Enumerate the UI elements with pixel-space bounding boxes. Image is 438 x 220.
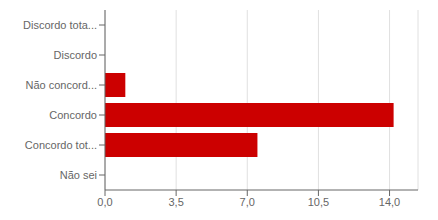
svg-text:10,5: 10,5 xyxy=(308,196,329,208)
svg-text:Discordo tota...: Discordo tota... xyxy=(23,19,97,31)
svg-text:Não concord...: Não concord... xyxy=(25,79,97,91)
svg-text:Não sei: Não sei xyxy=(60,169,97,181)
svg-text:3,5: 3,5 xyxy=(168,196,183,208)
svg-text:0,0: 0,0 xyxy=(97,196,112,208)
svg-text:14,0: 14,0 xyxy=(379,196,400,208)
svg-text:7,0: 7,0 xyxy=(240,196,255,208)
svg-text:Discordo: Discordo xyxy=(54,49,97,61)
svg-text:Concordo: Concordo xyxy=(49,109,97,121)
svg-text:Concordo tot...: Concordo tot... xyxy=(25,139,97,151)
